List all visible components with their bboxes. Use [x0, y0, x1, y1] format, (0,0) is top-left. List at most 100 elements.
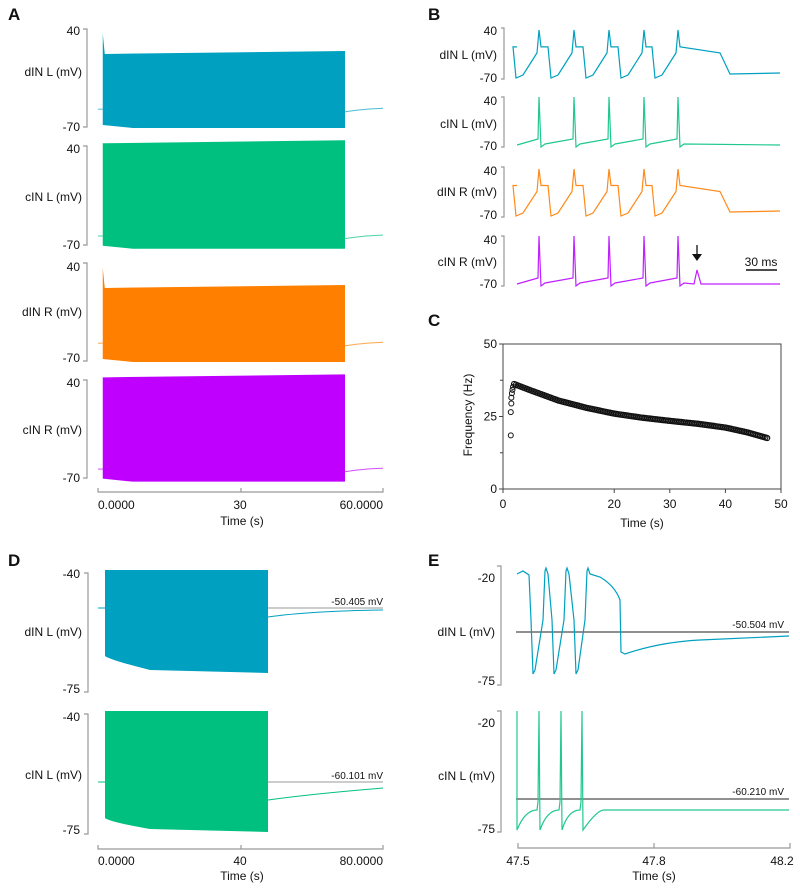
- y-tick-max: -20: [478, 716, 496, 730]
- y-tick-max: 40: [484, 24, 498, 38]
- trace-line: [516, 710, 789, 832]
- trace-line: [512, 29, 781, 79]
- y-axis-label: dIN R (mV): [22, 305, 82, 319]
- y-tick-max: 40: [67, 24, 81, 38]
- x-tick: 47.5: [506, 854, 530, 868]
- y-axis: [83, 262, 88, 362]
- c-data-point: [763, 434, 771, 442]
- y-tick-max: 40: [484, 233, 498, 247]
- x-axis-label: Time (s): [632, 869, 676, 883]
- panel-label-b: B: [428, 5, 440, 24]
- panel-a: 40 -70 dIN L (mV) 40 -70 cIN L (mV) 40 -…: [22, 24, 384, 528]
- y-axis: [501, 27, 505, 80]
- y-axis: [501, 96, 505, 148]
- y-axis: [501, 235, 505, 287]
- recovery-trace: [267, 787, 384, 801]
- y-tick-min: -70: [63, 471, 81, 485]
- y-axis-label: dIN L (mV): [437, 625, 495, 639]
- c-data-point: [507, 409, 514, 416]
- c-y-tick-label: 0: [490, 482, 497, 496]
- y-axis: [84, 713, 89, 835]
- y-axis: [83, 145, 88, 246]
- panel-label-e: E: [428, 551, 439, 570]
- y-tick-min: -70: [480, 139, 498, 153]
- y-axis: [497, 565, 502, 686]
- c-data-point: [508, 394, 515, 401]
- panel-a-x-axis: 0.0000 30 60.0000 Time (s): [97, 488, 384, 528]
- y-tick-min: -75: [63, 682, 81, 696]
- c-data-point: [508, 400, 515, 407]
- panel-e-trace-cinl: -20 -75 cIN L (mV) -60.210 mV: [438, 710, 789, 836]
- reference-annotation: -50.405 mV: [331, 597, 383, 608]
- panel-e-trace-dinl: -20 -75 dIN L (mV) -50.504 mV: [437, 565, 790, 688]
- baseline-post: [344, 107, 384, 113]
- baseline-post: [344, 234, 384, 240]
- burst-block: [102, 33, 345, 128]
- panel-a-trace-dinr: 40 -70 dIN R (mV): [22, 260, 384, 365]
- y-axis-label: cIN L (mV): [25, 768, 82, 782]
- scalebar-label: 30 ms: [745, 255, 778, 269]
- y-tick-min: -70: [480, 208, 498, 222]
- x-axis-label: Time (s): [220, 869, 264, 883]
- reference-annotation: -50.504 mV: [732, 620, 784, 631]
- panel-a-trace-cinl: 40 -70 cIN L (mV): [25, 140, 384, 252]
- y-tick-min: -70: [63, 351, 81, 365]
- c-x-tick-label: 50: [774, 497, 788, 511]
- panel-a-trace-cinr: 40 -70 cIN R (mV): [23, 374, 384, 485]
- y-tick-max: -40: [63, 567, 81, 581]
- y-tick-min: -75: [478, 674, 496, 688]
- burst-block: [102, 374, 345, 482]
- c-x-axis-label: Time (s): [620, 516, 664, 530]
- x-axis: [517, 843, 791, 849]
- y-axis: [83, 28, 88, 128]
- y-tick-min: -70: [480, 277, 498, 291]
- panel-d-trace-dinl: -40 -75 dIN L (mV) -50.405 mV: [24, 567, 383, 696]
- c-y-tick-label: 50: [484, 337, 498, 351]
- y-tick-max: -20: [478, 571, 496, 585]
- y-tick-min: -75: [63, 823, 81, 837]
- panel-b-trace-cinl: 40 -70 cIN L (mV): [440, 94, 781, 153]
- recovery-trace: [267, 609, 384, 618]
- y-tick-min: -75: [478, 822, 496, 836]
- burst-block: [105, 711, 268, 832]
- baseline-post: [344, 341, 384, 347]
- x-tick: 48.2: [770, 854, 794, 868]
- c-x-tick-label: 0: [500, 497, 507, 511]
- y-axis-label: cIN L (mV): [440, 117, 497, 131]
- y-tick-min: -70: [63, 238, 81, 252]
- c-x-tick-label: 30: [663, 497, 677, 511]
- y-axis-label: cIN R (mV): [23, 423, 82, 437]
- panel-d-trace-cinl: -40 -75 cIN L (mV) -60.101 mV: [25, 710, 383, 837]
- y-axis-label: cIN L (mV): [25, 190, 82, 204]
- y-tick-max: -40: [63, 710, 81, 724]
- reference-annotation: -60.210 mV: [732, 787, 784, 798]
- c-y-tick-label: 25: [484, 410, 498, 424]
- panel-e-x-axis: 47.5 47.8 48.2 Time (s): [506, 843, 794, 883]
- y-tick-min: -70: [63, 120, 81, 134]
- trace-line: [516, 96, 781, 149]
- panel-label-a: A: [8, 5, 20, 24]
- x-axis: [97, 488, 384, 493]
- panel-label-c: C: [428, 311, 440, 330]
- y-axis-label: dIN L (mV): [24, 625, 82, 639]
- x-tick: 40: [233, 854, 247, 868]
- x-tick: 47.8: [642, 854, 666, 868]
- y-axis-label: dIN R (mV): [437, 185, 497, 199]
- panel-d: -40 -75 dIN L (mV) -50.405 mV -40 -75 cI…: [24, 567, 384, 883]
- panel-b-trace-dinl: 40 -70 dIN L (mV): [439, 24, 781, 85]
- y-axis: [497, 710, 502, 833]
- y-tick-min: -70: [480, 71, 498, 85]
- y-tick-max: 40: [67, 142, 81, 156]
- panel-label-d: D: [8, 551, 20, 570]
- panel-b: 40 -70 dIN L (mV) 40 -70 cIN L (mV) 40 -…: [437, 24, 781, 291]
- trace-line: [516, 235, 780, 288]
- x-tick: 80.0000: [340, 854, 384, 868]
- y-tick-max: 40: [67, 376, 81, 390]
- c-axes: 0 20 30 40 50 0 25 50: [484, 337, 788, 511]
- burst-block: [102, 140, 345, 249]
- panel-a-trace-dinl: 40 -70 dIN L (mV): [24, 24, 384, 134]
- y-axis-label: dIN L (mV): [24, 65, 82, 79]
- c-x-tick-label: 20: [608, 497, 622, 511]
- x-tick: 0.0000: [98, 854, 135, 868]
